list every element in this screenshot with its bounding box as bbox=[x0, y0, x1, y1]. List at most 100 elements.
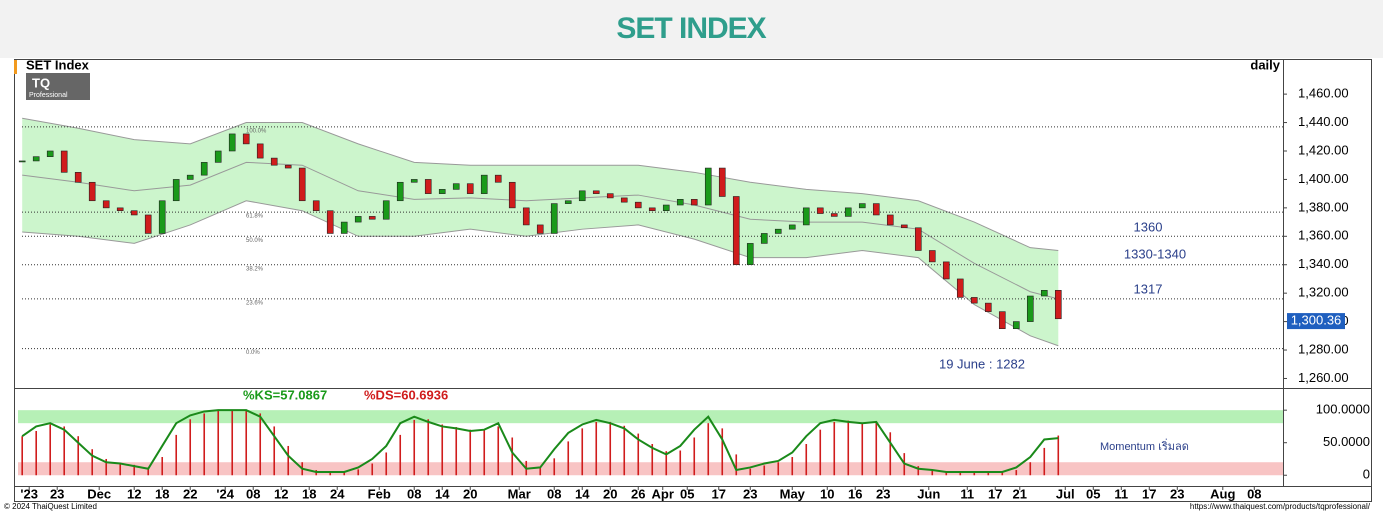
candle bbox=[760, 233, 768, 244]
d-bar bbox=[441, 424, 444, 476]
candle bbox=[704, 167, 712, 206]
y-tick-label: 1,260.00 bbox=[1298, 370, 1349, 385]
candle bbox=[872, 203, 880, 216]
candle bbox=[914, 227, 922, 251]
y2-tick-label: 50.0000 bbox=[1323, 434, 1370, 449]
annotation: 1317 bbox=[1134, 281, 1163, 296]
d-bar bbox=[189, 419, 192, 476]
d-bar bbox=[679, 450, 682, 476]
candle bbox=[494, 174, 502, 183]
overbought-zone bbox=[18, 410, 1283, 424]
candle bbox=[354, 216, 362, 223]
d-bar bbox=[175, 434, 178, 476]
x-tick-label: 11 bbox=[960, 486, 974, 501]
symbol: SET Index bbox=[26, 57, 90, 72]
candle bbox=[1012, 321, 1020, 330]
d-bar bbox=[469, 429, 472, 476]
oscillator-note: Momentum เริ่มลด bbox=[1100, 438, 1189, 453]
d-bar bbox=[63, 426, 66, 476]
x-tick-label: 05 bbox=[1086, 486, 1100, 501]
d-bar bbox=[623, 425, 626, 476]
d-bar bbox=[35, 430, 38, 476]
y-tick-label: 1,380.00 bbox=[1298, 199, 1349, 214]
x-tick-label: 22 bbox=[183, 486, 197, 501]
d-bar bbox=[1015, 470, 1018, 476]
candle bbox=[46, 150, 54, 157]
x-tick-label: Jul bbox=[1056, 486, 1075, 501]
x-tick-label: Aug bbox=[1210, 486, 1235, 501]
fib-label: 61.8% bbox=[246, 214, 264, 220]
candle bbox=[522, 207, 530, 226]
d-bar bbox=[133, 464, 136, 476]
candle bbox=[144, 214, 152, 234]
x-tick-label: 08 bbox=[246, 486, 260, 501]
d-bar bbox=[581, 428, 584, 476]
band-middle bbox=[22, 161, 1059, 300]
d-bar bbox=[567, 441, 570, 476]
candle bbox=[732, 196, 740, 266]
y-tick-label: 1,340.00 bbox=[1298, 256, 1349, 271]
d-bar bbox=[889, 432, 892, 476]
candle bbox=[1040, 290, 1048, 297]
d-bar bbox=[1029, 462, 1032, 476]
d-bar bbox=[385, 452, 388, 476]
candle bbox=[648, 207, 656, 212]
d-bar bbox=[105, 458, 108, 476]
candle bbox=[620, 197, 628, 203]
candle bbox=[368, 216, 376, 220]
x-tick-label: 20 bbox=[603, 486, 617, 501]
y-tick-label: 1,400.00 bbox=[1298, 171, 1349, 186]
fib-label: 38.2% bbox=[246, 266, 264, 272]
candle bbox=[816, 207, 824, 214]
candle bbox=[802, 207, 810, 226]
d-bar bbox=[861, 422, 864, 476]
candle bbox=[662, 204, 670, 212]
candle bbox=[172, 179, 180, 202]
candle bbox=[676, 199, 684, 206]
d-bar bbox=[413, 419, 416, 476]
d-bar bbox=[21, 436, 24, 476]
candle bbox=[942, 261, 950, 280]
x-tick-label: Apr bbox=[652, 486, 674, 501]
candle bbox=[88, 181, 96, 202]
annotation: 1360 bbox=[1134, 219, 1163, 234]
d-bar bbox=[287, 445, 290, 476]
y-tick-label: 1,320.00 bbox=[1298, 285, 1349, 300]
logo-text: TQ bbox=[32, 75, 50, 90]
candle bbox=[886, 214, 894, 226]
candle bbox=[116, 207, 124, 212]
logo bbox=[26, 73, 90, 100]
candle bbox=[340, 221, 348, 234]
d-bar bbox=[539, 468, 542, 476]
candle bbox=[256, 143, 264, 159]
candle bbox=[998, 311, 1006, 330]
candle bbox=[1026, 295, 1034, 322]
d-bar bbox=[973, 471, 976, 476]
d-bar bbox=[833, 421, 836, 476]
y-tick-label: 1,420.00 bbox=[1298, 142, 1349, 157]
x-tick-label: 17 bbox=[712, 486, 726, 501]
d-bar bbox=[665, 451, 668, 476]
copyright: © 2024 ThaiQuest Limited bbox=[4, 502, 97, 511]
x-tick-label: 14 bbox=[435, 486, 450, 501]
d-bar bbox=[483, 430, 486, 476]
candle bbox=[228, 133, 236, 152]
y2-tick-label: 0 bbox=[1363, 467, 1370, 482]
d-bar bbox=[147, 467, 150, 476]
x-tick-label: 10 bbox=[820, 486, 834, 501]
annotation: 1330-1340 bbox=[1124, 246, 1186, 261]
d-bar bbox=[329, 471, 332, 476]
candle bbox=[1054, 290, 1062, 320]
band-upper bbox=[22, 117, 1059, 252]
x-tick-label: 17 bbox=[1142, 486, 1156, 501]
d-bar bbox=[203, 413, 206, 476]
candle bbox=[284, 164, 292, 169]
x-tick-label: 24 bbox=[330, 486, 345, 501]
d-bar bbox=[217, 410, 220, 476]
d-bar bbox=[917, 466, 920, 476]
candle bbox=[18, 160, 26, 163]
d-bar bbox=[231, 410, 234, 476]
candle bbox=[102, 200, 110, 209]
d-bar bbox=[497, 426, 500, 476]
